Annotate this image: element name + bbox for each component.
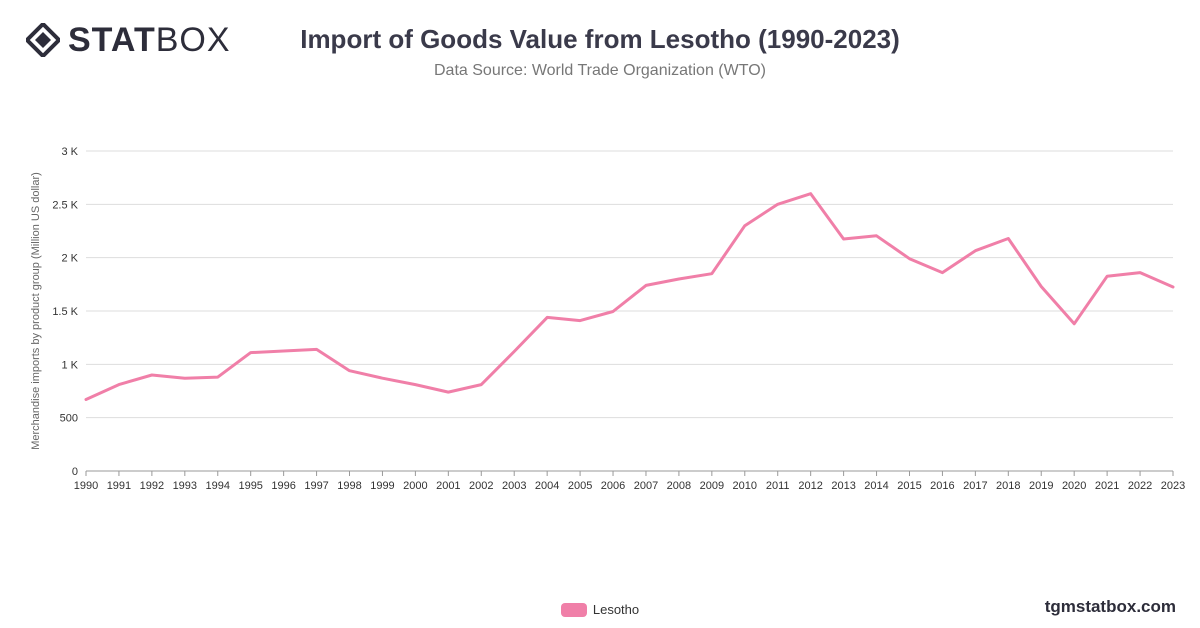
chart-legend[interactable]: Lesotho: [0, 602, 1200, 617]
y-axis-title: Merchandise imports by product group (Mi…: [30, 172, 42, 450]
x-tick-label: 2007: [634, 480, 658, 492]
x-tick-label: 1990: [74, 480, 98, 492]
x-tick-label: 2022: [1128, 480, 1152, 492]
logo-light-text: BOX: [155, 21, 231, 59]
y-tick-label: 500: [60, 413, 78, 425]
x-tick-label: 2001: [436, 480, 460, 492]
x-tick-label: 2009: [700, 480, 724, 492]
x-tick-label: 2018: [996, 480, 1020, 492]
x-tick-label: 1996: [271, 480, 295, 492]
x-tick-label: 1997: [304, 480, 328, 492]
x-tick-label: 1995: [238, 480, 262, 492]
x-tick-label: 2021: [1095, 480, 1119, 492]
x-tick-label: 2019: [1029, 480, 1053, 492]
statbox-logo-text: STATBOX: [68, 22, 231, 58]
x-tick-label: 2014: [864, 480, 888, 492]
watermark: tgmstatbox.com: [1044, 597, 1176, 616]
x-tick-label: 2003: [502, 480, 526, 492]
series-line-lesotho: [84, 192, 1175, 401]
logo-bold-text: STAT: [68, 21, 156, 59]
x-tick-label: 2023: [1161, 480, 1185, 492]
x-tick-label: 1991: [107, 480, 131, 492]
x-tick-label: 2010: [733, 480, 757, 492]
y-tick-label: 1.5 K: [52, 306, 78, 318]
x-tick-label: 1994: [206, 480, 230, 492]
x-tick-label: 2016: [930, 480, 954, 492]
x-tick-label: 1998: [337, 480, 361, 492]
x-tick-label: 2015: [897, 480, 921, 492]
chart-title: Import of Goods Value from Lesotho (1990…: [300, 24, 900, 54]
legend-swatch: [560, 602, 587, 617]
x-tick-label: 2008: [667, 480, 691, 492]
x-tick-label: 2002: [469, 480, 493, 492]
chart-subtitle: Data Source: World Trade Organization (W…: [434, 62, 766, 79]
x-tick-label: 2004: [535, 480, 559, 492]
x-tick-label: 2005: [568, 480, 592, 492]
y-tick-label: 0: [72, 466, 78, 478]
y-tick-label: 2.5 K: [52, 199, 78, 211]
y-tick-label: 3 K: [61, 146, 78, 158]
x-tick-label: 1999: [370, 480, 394, 492]
y-tick-label: 2 K: [61, 253, 78, 265]
statbox-logo-icon: [26, 23, 60, 57]
x-tick-label: 2012: [798, 480, 822, 492]
statbox-logo: STATBOX: [26, 22, 231, 58]
y-tick-label: 1 K: [61, 359, 78, 371]
x-tick-label: 2017: [963, 480, 987, 492]
x-tick-label: 1992: [140, 480, 164, 492]
x-tick-label: 2020: [1062, 480, 1086, 492]
x-tick-label: 1993: [173, 480, 197, 492]
x-tick-label: 2011: [766, 480, 790, 492]
legend-label-lesotho: Lesotho: [592, 602, 640, 617]
x-tick-label: 2013: [831, 480, 855, 492]
x-tick-label: 2006: [601, 480, 625, 492]
x-tick-label: 2000: [403, 480, 427, 492]
